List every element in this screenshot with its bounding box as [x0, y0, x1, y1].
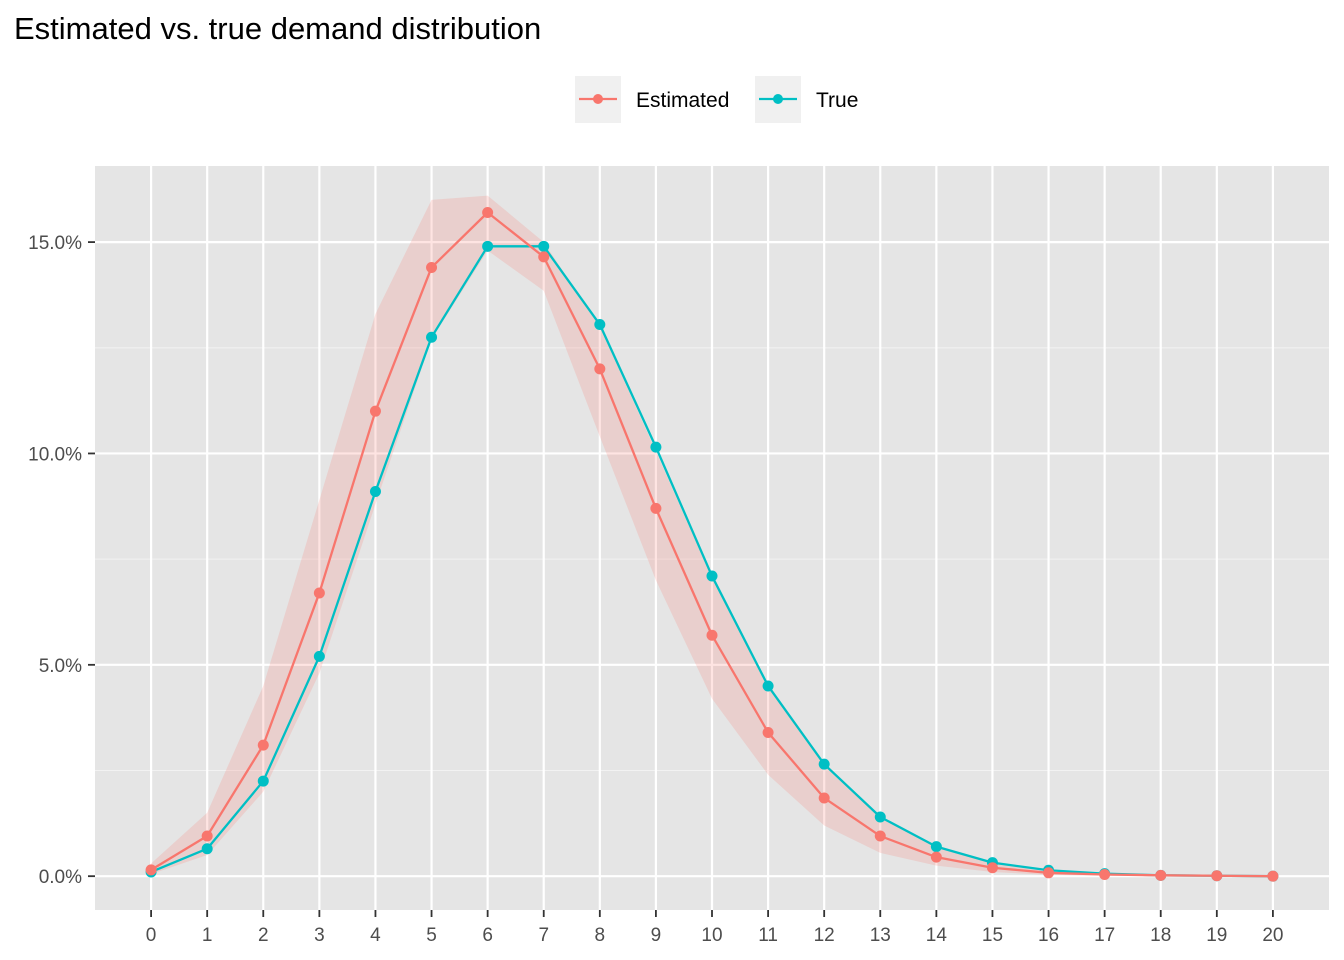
data-point-estimated [482, 207, 494, 218]
x-tick-label: 6 [482, 925, 493, 946]
data-point-estimated [650, 502, 662, 514]
data-point-estimated [1267, 870, 1279, 882]
data-point-estimated [594, 363, 606, 375]
y-axis: 0.0% 5.0% 10.0% 15.0% [28, 233, 95, 888]
data-point-estimated [986, 862, 998, 874]
legend-point-estimated [593, 94, 603, 104]
x-tick-label: 2 [258, 925, 269, 946]
data-point-true [313, 650, 325, 662]
data-point-true [818, 758, 830, 770]
series-layer [145, 207, 1279, 882]
data-point-estimated [426, 261, 438, 273]
data-point-true [426, 331, 438, 343]
x-axis: 0 1 2 3 4 5 6 7 8 9 10 11 12 13 14 15 16 17 18 19 20 [146, 910, 1283, 946]
chart-title: Estimated vs. true demand distribution [14, 11, 541, 46]
data-point-true [762, 680, 774, 692]
data-point-estimated [874, 830, 886, 842]
data-point-estimated [762, 726, 774, 738]
data-point-estimated [1043, 867, 1055, 879]
x-tick-label: 17 [1094, 925, 1115, 946]
data-point-true [201, 843, 213, 855]
data-point-estimated [1155, 869, 1167, 881]
data-point-true [594, 319, 606, 331]
x-tick-label: 18 [1150, 925, 1171, 946]
y-tick-label: 10.0% [28, 444, 82, 465]
data-point-true [257, 775, 269, 787]
data-point-true [706, 570, 718, 582]
y-tick-label: 15.0% [28, 233, 82, 254]
x-tick-label: 12 [814, 925, 835, 946]
y-tick-label: 0.0% [39, 867, 82, 888]
legend-point-true [773, 94, 783, 104]
data-point-estimated [145, 864, 157, 876]
legend-label-estimated: Estimated [636, 89, 729, 112]
x-tick-label: 13 [870, 925, 891, 946]
legend: Estimated True [575, 76, 858, 123]
x-tick-label: 7 [538, 925, 549, 946]
data-point-estimated [369, 405, 381, 417]
x-tick-label: 9 [651, 925, 662, 946]
x-tick-label: 15 [982, 925, 1003, 946]
x-tick-label: 10 [701, 925, 722, 946]
x-tick-label: 14 [926, 925, 948, 946]
grid-major [95, 166, 1329, 910]
data-point-estimated [930, 851, 942, 863]
data-point-true [650, 441, 662, 453]
data-point-estimated [1099, 868, 1111, 880]
data-point-true [538, 240, 550, 252]
legend-label-true: True [816, 89, 858, 112]
x-tick-label: 3 [314, 925, 325, 946]
series-estimated [145, 207, 1279, 882]
data-point-true [482, 240, 494, 252]
x-tick-label: 4 [370, 925, 381, 946]
data-point-true [930, 841, 942, 853]
data-point-estimated [1211, 870, 1223, 882]
data-point-estimated [201, 830, 213, 842]
data-point-estimated [538, 251, 550, 263]
y-tick-label: 5.0% [39, 656, 82, 677]
x-tick-label: 11 [758, 925, 778, 946]
x-tick-label: 20 [1262, 925, 1283, 946]
data-point-estimated [818, 792, 830, 804]
x-tick-label: 19 [1206, 925, 1227, 946]
x-tick-label: 16 [1038, 925, 1059, 946]
data-point-estimated [257, 739, 269, 751]
x-tick-label: 5 [426, 925, 437, 946]
x-tick-label: 0 [146, 925, 157, 946]
data-point-estimated [706, 629, 718, 641]
x-tick-label: 8 [595, 925, 606, 946]
data-point-estimated [313, 587, 325, 599]
data-point-true [369, 486, 381, 497]
data-point-true [874, 811, 886, 823]
x-tick-label: 1 [202, 925, 213, 946]
